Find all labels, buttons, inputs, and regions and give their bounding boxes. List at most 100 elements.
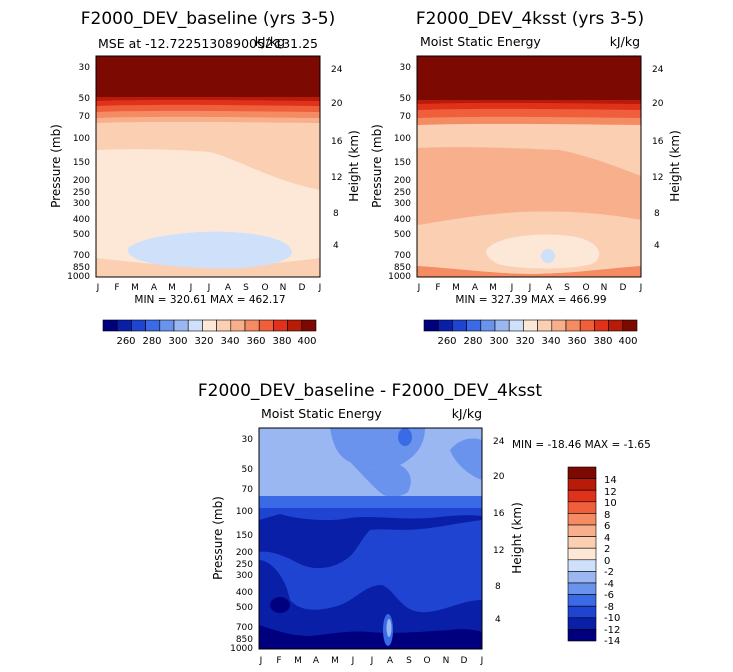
warm-xtick: O xyxy=(582,283,589,293)
colorbar-swatch xyxy=(567,489,597,503)
baseline-xtick: O xyxy=(261,283,268,293)
diff-height-tick: 24 xyxy=(493,437,505,447)
warm-xticks: J F M A M J J A S O N D J xyxy=(417,283,643,293)
baseline-cb-label: 340 xyxy=(220,336,239,347)
diff-xtick: J xyxy=(480,656,484,666)
baseline-xtick: J xyxy=(189,283,193,293)
colorbar-swatch xyxy=(480,319,496,332)
baseline-height-tick: 16 xyxy=(331,137,343,147)
diff-xtick: S xyxy=(406,656,412,666)
baseline-frame xyxy=(95,55,321,278)
warm-xtick: D xyxy=(620,283,627,293)
warm-plot-area xyxy=(417,56,641,277)
baseline-xtick: N xyxy=(280,283,287,293)
colorbar-swatch xyxy=(594,319,609,332)
diff-xticks: J F M A M J J A S O N D J xyxy=(259,656,484,666)
colorbar-swatch xyxy=(494,319,510,332)
diff-upper-light xyxy=(259,428,482,500)
diff-ytick: 150 xyxy=(236,531,253,541)
baseline-subtitle-extra: 131.25 xyxy=(274,36,318,51)
warm-xtick: A xyxy=(472,283,479,293)
baseline-band-top xyxy=(96,56,320,97)
colorbar-swatch xyxy=(567,594,597,607)
colorbar-swatch xyxy=(423,319,439,332)
diff-cb-label: 14 xyxy=(604,475,617,486)
baseline-xtick: A xyxy=(225,283,232,293)
warm-cb-label: 300 xyxy=(489,336,508,347)
baseline-ytick: 100 xyxy=(73,134,90,144)
colorbar-swatch xyxy=(565,319,581,332)
baseline-cb-label: 380 xyxy=(272,336,291,347)
colorbar-swatch xyxy=(230,319,246,332)
diff-xtick: J xyxy=(370,656,374,666)
diff-cb-label: -8 xyxy=(604,602,614,613)
colorbar-swatch xyxy=(567,547,597,561)
baseline-height-tick: 4 xyxy=(333,241,339,251)
diff-ytick: 850 xyxy=(236,635,253,645)
diff-xtick: N xyxy=(443,656,450,666)
baseline-xticks: J F M A M J J A S O N D J xyxy=(96,283,322,293)
warm-yticks-right: 24 20 16 12 8 4 xyxy=(652,65,664,251)
warm-minmax: MIN = 327.39 MAX = 466.99 xyxy=(455,294,606,306)
diff-height-tick: 8 xyxy=(495,582,501,592)
baseline-height-tick: 24 xyxy=(331,65,343,75)
colorbar-swatch xyxy=(567,629,597,642)
warm-height-tick: 4 xyxy=(654,241,660,251)
baseline-ytick: 70 xyxy=(79,112,91,122)
diff-ylabel-right: Height (km) xyxy=(510,502,524,573)
diff-mid-patch xyxy=(350,462,411,497)
baseline-xtick: A xyxy=(151,283,158,293)
colorbar-swatch xyxy=(567,536,597,549)
colorbar-swatch xyxy=(551,319,567,332)
diff-height-tick: 12 xyxy=(493,546,504,556)
warm-xtick: J xyxy=(417,283,421,293)
warm-frame xyxy=(416,55,642,278)
panel-4ksst: F2000_DEV_4ksst (yrs 3-5) Moist Static E… xyxy=(370,9,682,347)
colorbar-swatch xyxy=(258,319,274,332)
baseline-colorbar-labels: 260 280 300 320 340 360 380 400 xyxy=(116,336,316,347)
baseline-xtick: F xyxy=(114,283,119,293)
baseline-ytick: 700 xyxy=(73,251,90,261)
colorbar-swatch xyxy=(608,319,624,332)
diff-colorbar-labels: 14 12 10 8 6 4 2 0 -2 -4 -6 -8 -10 -12 -… xyxy=(604,475,620,647)
baseline-yticks-right: 24 20 16 12 8 4 xyxy=(331,65,343,251)
colorbar-swatch xyxy=(579,319,595,332)
warm-cb-label: 400 xyxy=(618,336,637,347)
colorbar-swatch xyxy=(301,319,317,332)
warm-xtick: M xyxy=(489,283,497,293)
warm-cb-label: 260 xyxy=(437,336,456,347)
diff-ytick: 700 xyxy=(236,623,253,633)
baseline-ytick: 1000 xyxy=(67,272,90,282)
diff-xtick: A xyxy=(313,656,320,666)
colorbar-swatch xyxy=(466,319,482,332)
warm-ytick: 700 xyxy=(394,251,411,261)
warm-colorbar-labels: 260 280 300 320 340 360 380 400 xyxy=(437,336,637,347)
colorbar-swatch xyxy=(567,582,597,595)
diff-subtitle-left: Moist Static Energy xyxy=(261,406,382,421)
warm-ytick: 250 xyxy=(394,188,411,198)
baseline-height-tick: 20 xyxy=(331,99,343,109)
diff-ytick: 30 xyxy=(242,435,254,445)
warm-subtitle-left: Moist Static Energy xyxy=(420,34,541,49)
warm-ytick: 100 xyxy=(394,134,411,144)
diff-cb-label: -14 xyxy=(604,636,620,647)
colorbar-swatch xyxy=(173,319,189,332)
diff-cb-label: 12 xyxy=(604,487,617,498)
baseline-ytick: 150 xyxy=(73,158,90,168)
warm-ytick: 50 xyxy=(400,94,412,104)
colorbar-swatch xyxy=(567,501,597,514)
colorbar-swatch xyxy=(116,319,132,332)
baseline-xtick: S xyxy=(243,283,249,293)
baseline-xtick: M xyxy=(168,283,176,293)
diff-plot-area xyxy=(259,428,482,649)
diff-minmax: MIN = -18.46 MAX = -1.65 xyxy=(512,439,651,451)
baseline-cb-label: 400 xyxy=(297,336,316,347)
warm-cb-label: 340 xyxy=(541,336,560,347)
warm-cb-label: 380 xyxy=(593,336,612,347)
warm-cb-label: 320 xyxy=(515,336,534,347)
diff-hotspot-d xyxy=(398,428,412,446)
warm-ytick: 1000 xyxy=(388,272,411,282)
baseline-cb-label: 280 xyxy=(142,336,161,347)
warm-ytick: 400 xyxy=(394,215,411,225)
diff-ytick: 200 xyxy=(236,548,253,558)
